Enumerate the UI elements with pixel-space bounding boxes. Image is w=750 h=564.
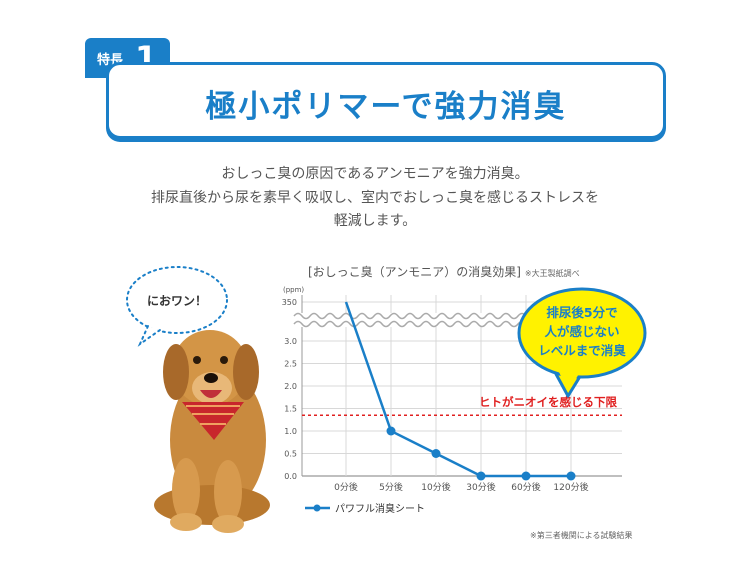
- description-line-1: おしっこ臭の原因であるアンモニアを強力消臭。: [221, 166, 529, 182]
- x-tick-label: 5分後: [379, 481, 403, 493]
- callout-line-1: 排尿後5分で: [546, 305, 617, 320]
- series-point: [521, 471, 531, 481]
- series-point: [566, 471, 576, 481]
- chart-note: ※大王製紙調べ: [524, 269, 580, 278]
- callout-line-3: レベルまで消臭: [538, 343, 626, 358]
- description-line-3: 軽減します。: [333, 213, 417, 229]
- page-title: 極小ポリマーで強力消臭: [205, 89, 567, 125]
- callout-line-2: 人が感じない: [544, 324, 619, 339]
- y-tick-label: 1.5: [284, 405, 297, 414]
- series-points: [386, 426, 576, 481]
- speech-bubble-text: におワン！: [147, 294, 207, 308]
- series-point: [386, 426, 396, 436]
- y-tick-label: 0.0: [284, 472, 297, 481]
- threshold-label: ヒトがニオイを感じる下限: [479, 395, 617, 409]
- chart-legend: パワフル消臭シート: [305, 502, 425, 515]
- x-tick-label: 10分後: [421, 481, 450, 493]
- speech-bubble: におワン！: [126, 266, 228, 347]
- y-axis-unit: (ppm): [283, 286, 304, 294]
- legend-label: パワフル消臭シート: [335, 502, 425, 515]
- y-tick-label: 0.5: [284, 450, 297, 459]
- y-tick-label: 1.0: [284, 427, 297, 436]
- y-tick-label: 2.5: [284, 360, 297, 369]
- legend-marker: [313, 504, 321, 512]
- description-line-2: 排尿直後から尿を素早く吸収し、室内でおしっこ臭を感じるストレスを: [151, 190, 599, 206]
- chart-ticks: 0.0 0.5 1.0 1.5 2.0 2.5 3.0 350 0分後 5分後 10分後 30分後 60…: [282, 298, 589, 493]
- y-tick-label: 3.0: [284, 337, 297, 346]
- chart-title-text: [おしっこ臭（アンモニア）の消臭効果]: [308, 265, 521, 279]
- y-tick-label: 350: [282, 298, 297, 307]
- y-tick-label: 2.0: [284, 382, 297, 391]
- footnote: ※第三者機関による試験結果: [530, 531, 633, 540]
- x-tick-label: 120分後: [553, 481, 588, 493]
- series-point: [431, 449, 441, 458]
- x-tick-label: 0分後: [334, 481, 358, 493]
- callout-bubble: 排尿後5分で 人が感じない レベルまで消臭: [517, 287, 647, 398]
- chart-title: [おしっこ臭（アンモニア）の消臭効果] ※大王製紙調べ: [308, 263, 580, 280]
- x-tick-label: 60分後: [511, 481, 540, 493]
- dog-illustration: [154, 330, 270, 533]
- series-line: [344, 301, 571, 478]
- x-tick-label: 30分後: [466, 481, 495, 493]
- heading-box: 極小ポリマーで強力消臭: [106, 62, 666, 139]
- series-point: [476, 471, 486, 481]
